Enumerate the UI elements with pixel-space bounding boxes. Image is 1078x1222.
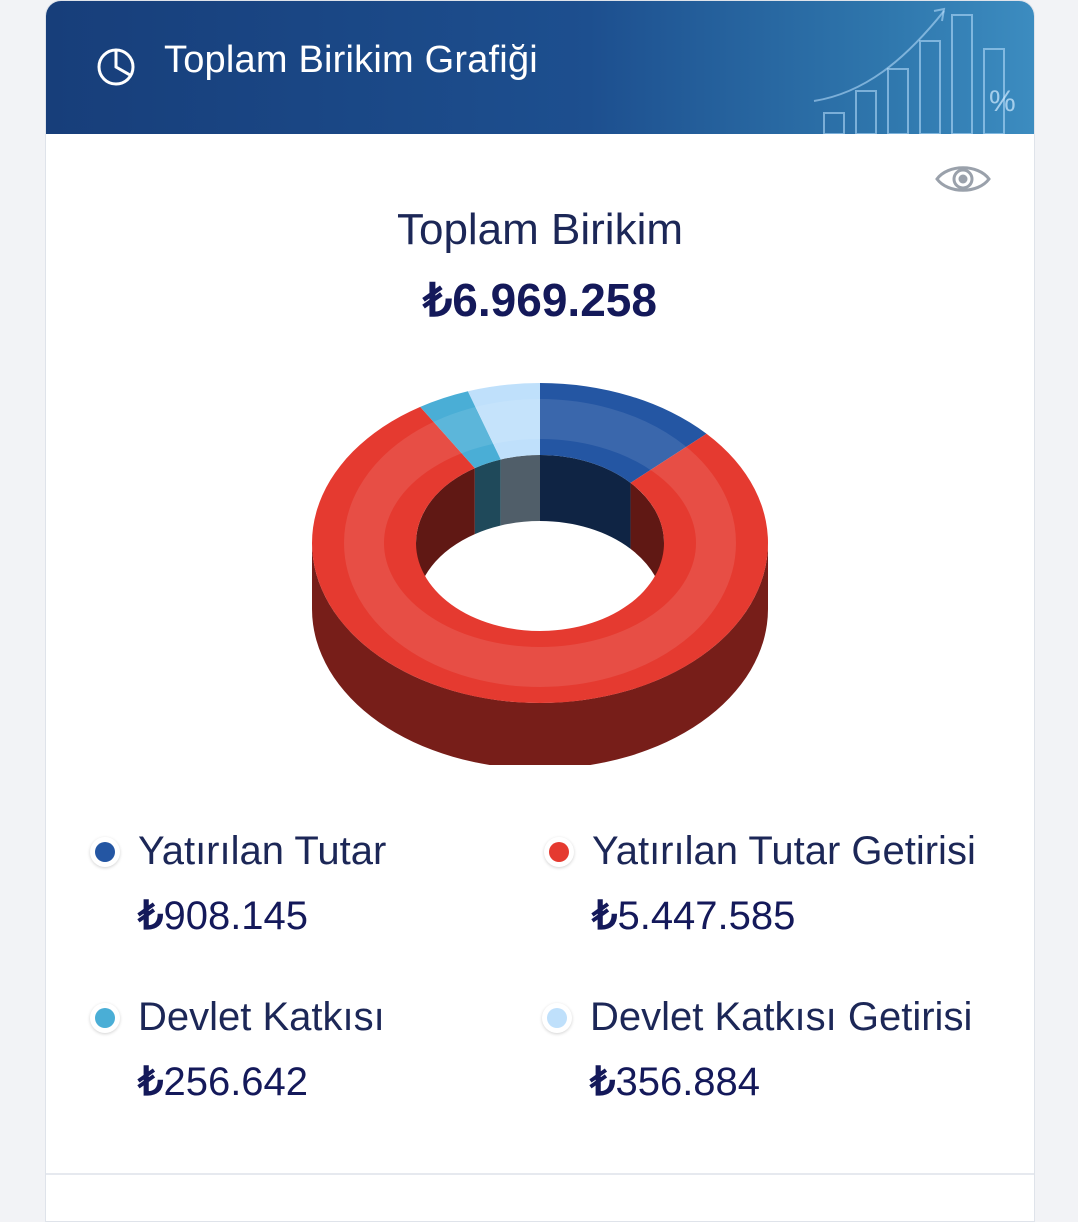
legend-dot-icon — [542, 1003, 572, 1033]
savings-donut-chart — [311, 383, 768, 765]
donut-slice-devlet-katk-s- — [420, 391, 501, 469]
card-title: Toplam Birikim Grafiği — [164, 39, 538, 81]
legend-label: Devlet Katkısı Getirisi — [590, 995, 973, 1039]
donut-slice-devlet-katk-s-getirisi — [467, 383, 540, 460]
legend-dot-icon — [544, 837, 574, 867]
donut-inner-wall-3-1 — [500, 455, 540, 526]
donut-inner-wall-0-0 — [540, 455, 631, 549]
donut-inner-wall-2-1 — [474, 459, 501, 535]
legend-label: Devlet Katkısı — [138, 995, 385, 1039]
legend-label: Yatırılan Tutar — [138, 829, 387, 873]
legend-value: ₺5.447.585 — [592, 894, 796, 938]
divider — [46, 1173, 1034, 1175]
donut-slice-yat-r-lan-tutar — [540, 383, 707, 483]
legend-value: ₺256.642 — [138, 1060, 309, 1104]
donut-inner-wall-1-1 — [416, 468, 475, 609]
eye-icon[interactable] — [934, 159, 992, 199]
savings-chart-card: % Toplam Birikim Grafiği Toplam Birikim … — [45, 0, 1035, 1222]
legend-dot-icon — [90, 837, 120, 867]
card-header: % Toplam Birikim Grafiği — [46, 1, 1034, 134]
svg-text:%: % — [989, 85, 1016, 118]
total-savings-value: ₺6.969.258 — [423, 274, 657, 326]
legend-dot-icon — [90, 1003, 120, 1033]
legend-label: Yatırılan Tutar Getirisi — [592, 829, 976, 873]
legend-value: ₺356.884 — [590, 1060, 761, 1104]
total-savings-label: Toplam Birikim — [396, 205, 684, 254]
donut-highlight — [344, 399, 736, 687]
growth-chart-decoration: % — [813, 7, 1016, 134]
donut-slice-yat-r-lan-tutar-getirisi — [311, 406, 768, 703]
donut-outer-wall-1 — [312, 543, 768, 765]
pie-chart-icon — [97, 48, 135, 86]
donut-inner-wall-1-0 — [630, 482, 664, 609]
legend-value: ₺908.145 — [138, 894, 309, 938]
